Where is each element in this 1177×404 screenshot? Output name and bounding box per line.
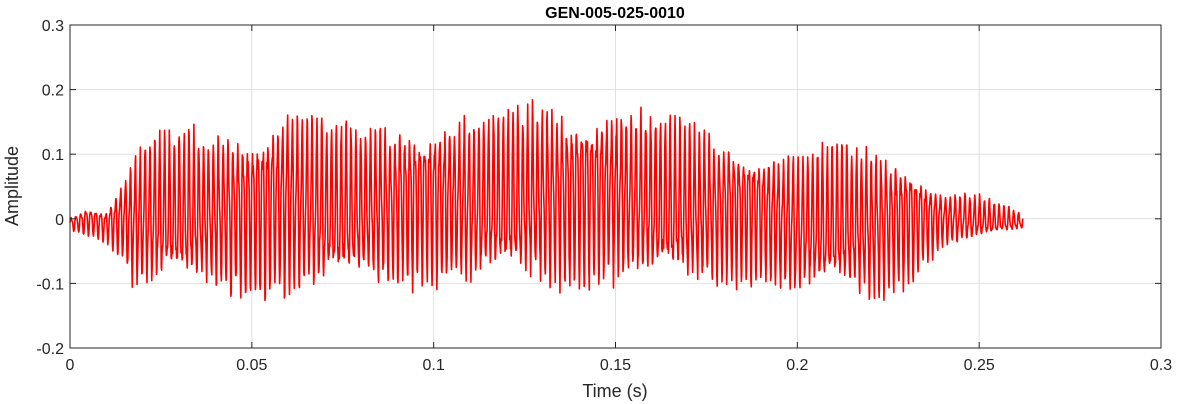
x-tick-label: 0.25 bbox=[964, 357, 995, 374]
y-tick-label: 0.3 bbox=[42, 18, 64, 35]
x-tick-label: 0 bbox=[66, 357, 75, 374]
series-layer bbox=[69, 98, 1024, 302]
y-ticks: -0.2 -0.1 0 0.1 0.2 0.3 bbox=[36, 18, 1161, 358]
x-tick-label: 0.1 bbox=[423, 357, 445, 374]
x-tick-label: 0.3 bbox=[1150, 357, 1172, 374]
y-tick-label: 0.2 bbox=[42, 83, 64, 100]
x-tick-label: 0.05 bbox=[236, 357, 267, 374]
x-tick-label: 0.15 bbox=[600, 357, 631, 374]
y-tick-label: -0.2 bbox=[36, 341, 64, 358]
y-tick-label: 0 bbox=[55, 212, 64, 229]
chart-title: GEN-005-025-0010 bbox=[545, 5, 685, 22]
x-tick-label: 0.2 bbox=[786, 357, 808, 374]
series-line-0 bbox=[69, 98, 1024, 302]
y-axis-label: Amplitude bbox=[2, 146, 22, 226]
x-ticks: 0 0.05 0.1 0.15 0.2 0.25 0.3 bbox=[66, 25, 1172, 374]
y-tick-label: -0.1 bbox=[36, 276, 64, 293]
x-axis-label: Time (s) bbox=[582, 381, 647, 401]
y-tick-label: 0.1 bbox=[42, 147, 64, 164]
